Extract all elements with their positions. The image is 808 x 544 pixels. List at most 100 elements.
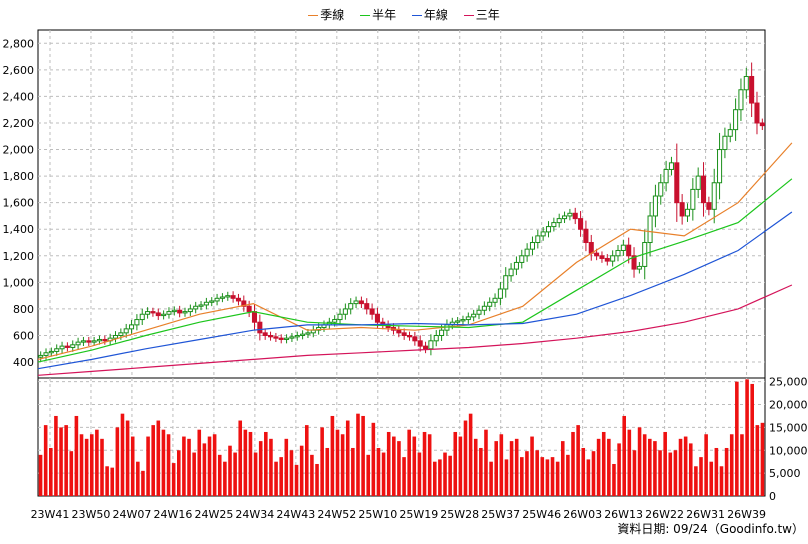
volume-bar — [289, 450, 294, 496]
candle-body — [610, 255, 616, 262]
volume-bar — [376, 447, 381, 496]
volume-bar — [294, 464, 299, 496]
x-tick-label: 25W10 — [358, 508, 397, 521]
volume-bar — [79, 434, 84, 496]
volume-bar — [146, 436, 150, 496]
candle-body — [91, 340, 97, 343]
volume-bar — [89, 434, 94, 496]
volume-bar — [760, 422, 765, 496]
candle-body — [759, 122, 765, 127]
volume-bar — [125, 420, 130, 496]
volume-bar — [304, 425, 309, 496]
volume-bar — [735, 381, 739, 496]
candle-body — [80, 340, 86, 343]
legend-swatch-threeyear — [463, 15, 474, 16]
volume-bar — [197, 429, 202, 496]
volume-bar — [520, 457, 524, 496]
candle-body — [503, 275, 509, 290]
candle-body — [273, 336, 279, 339]
volume-bar — [417, 452, 422, 496]
volume-tick-label: 25,000 — [769, 376, 808, 389]
volume-bar — [371, 422, 376, 496]
candle-body — [348, 303, 354, 310]
candle-body — [187, 308, 193, 313]
candle-body — [487, 301, 493, 307]
candle-body — [64, 345, 70, 348]
volume-bar — [514, 438, 519, 496]
volume-bar — [264, 431, 268, 496]
x-tick-label: 25W28 — [440, 508, 479, 521]
volume-bar — [187, 438, 191, 496]
x-tick-label: 25W37 — [481, 508, 520, 521]
candle-body — [460, 319, 466, 322]
volume-bar — [59, 427, 63, 496]
candle-body — [166, 311, 172, 315]
volume-bar — [560, 441, 565, 496]
candle-body — [433, 334, 439, 342]
volume-bar — [105, 466, 109, 496]
volume-tick-label: 10,000 — [769, 444, 808, 457]
candle-body — [310, 329, 316, 334]
candle-body — [337, 313, 343, 321]
x-tick-label: 24W25 — [194, 508, 233, 521]
candle-body — [679, 202, 685, 217]
candle-body — [193, 305, 199, 310]
candle-body — [492, 297, 498, 303]
volume-bar — [479, 447, 483, 496]
volume-bar — [402, 457, 406, 496]
candle-body — [695, 175, 701, 190]
volume-bar — [668, 452, 673, 496]
y-tick-label: 1,600 — [3, 197, 35, 210]
candle-body — [551, 222, 557, 228]
volume-bar — [694, 466, 698, 496]
x-tick-label: 24W52 — [317, 508, 356, 521]
x-tick-label: 24W43 — [276, 508, 315, 521]
candle-body — [658, 182, 664, 197]
volume-bar — [576, 425, 580, 496]
volume-bar — [120, 413, 125, 496]
x-tick-label: 25W46 — [522, 508, 561, 521]
volume-bar — [238, 420, 243, 496]
candle-body — [588, 242, 594, 254]
volume-bar — [581, 447, 586, 496]
volume-bar — [653, 441, 657, 496]
volume-bar — [530, 436, 534, 496]
chart-legend: 季線 半年 年線 三年 — [0, 6, 808, 23]
candle-body — [262, 332, 268, 336]
volume-bar — [223, 461, 227, 496]
volume-bar — [366, 454, 371, 496]
volume-bar — [719, 466, 724, 496]
y-tick-label: 2,600 — [3, 64, 35, 77]
candle-body — [604, 257, 610, 262]
volume-bar — [642, 434, 647, 496]
candle-body — [203, 301, 209, 306]
volume-bar — [499, 434, 504, 496]
volume-bar — [192, 452, 196, 496]
volume-bar — [745, 379, 749, 496]
candle-body — [289, 336, 295, 339]
volume-bar — [38, 454, 43, 496]
volume-bar — [217, 454, 222, 496]
candle-body — [241, 300, 247, 307]
volume-bar — [468, 413, 473, 496]
y-tick-label: 1,400 — [3, 223, 35, 236]
volume-bar — [729, 434, 734, 496]
volume-bar — [453, 431, 458, 496]
volume-bar — [463, 420, 468, 496]
volume-bar — [141, 470, 145, 496]
volume-bar — [622, 415, 626, 496]
candle-body — [75, 341, 81, 346]
candle-body — [342, 308, 348, 315]
volume-bar — [207, 436, 212, 496]
candle-body — [754, 102, 760, 124]
candle-body — [594, 252, 600, 257]
candle-body — [364, 303, 370, 310]
volume-tick-label: 0 — [769, 490, 776, 503]
legend-label-halfyear: 半年 — [372, 8, 397, 22]
volume-bar — [658, 450, 662, 496]
candle-body — [225, 295, 231, 298]
volume-bar — [704, 434, 708, 496]
candle-body — [177, 309, 183, 314]
legend-item-halfyear: 半年 — [360, 6, 396, 23]
